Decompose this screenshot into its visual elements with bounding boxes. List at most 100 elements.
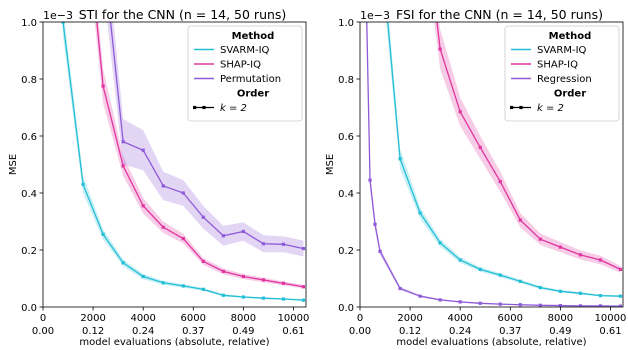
data-point <box>518 218 522 222</box>
legend-item-label: SHAP-IQ <box>537 60 578 71</box>
y-tick-label: 0.0 <box>21 303 37 314</box>
data-point <box>598 258 603 262</box>
legend-item-label: SHAP-IQ <box>220 60 261 71</box>
data-point <box>201 259 205 263</box>
series-band-1 <box>434 22 621 273</box>
data-point <box>281 242 286 246</box>
data-point <box>578 304 583 307</box>
x-tick-label-relative: 0.37 <box>182 326 204 337</box>
data-point <box>201 215 205 219</box>
data-point <box>458 300 462 304</box>
x-axis-label: model evaluations (absolute, relative) <box>79 337 269 346</box>
chart-title: STI for the CNN (n = 14, 50 runs) <box>79 7 287 22</box>
data-point <box>261 242 266 246</box>
chart-title-rest: for the CNN (n = 14, 50 runs) <box>98 7 286 22</box>
data-point <box>618 267 623 271</box>
legend-order-marker <box>193 105 197 110</box>
data-point <box>141 274 145 279</box>
data-point <box>241 229 245 234</box>
series-line-2 <box>366 22 621 307</box>
data-point <box>518 279 522 283</box>
series-line-0 <box>387 22 621 297</box>
legend-heading-method: Method <box>549 31 592 42</box>
data-point <box>578 253 583 257</box>
sci-notation-label: 1e−3 <box>43 9 73 22</box>
data-point <box>161 184 165 188</box>
data-point <box>478 145 482 149</box>
y-tick-label: 0.0 <box>338 303 354 314</box>
data-point <box>221 234 225 238</box>
x-tick-label-relative: 0.61 <box>282 326 304 337</box>
x-tick-label-absolute: 2000 <box>397 313 422 324</box>
data-point <box>161 281 165 285</box>
data-point <box>538 286 542 290</box>
data-point <box>498 302 502 306</box>
y-tick-label: 0.8 <box>21 75 37 86</box>
data-point <box>121 164 125 168</box>
legend-item-label: SVARM-IQ <box>537 45 587 56</box>
data-point <box>438 47 442 51</box>
data-point <box>373 222 377 226</box>
chart-title-rest: for the CNN (n = 14, 50 runs) <box>415 7 603 22</box>
data-point <box>558 303 562 307</box>
x-tick-label-relative: 0.12 <box>82 326 104 337</box>
data-point <box>598 294 603 298</box>
axes-frame <box>359 21 624 308</box>
y-tick-label: 0.4 <box>338 189 354 200</box>
data-point <box>281 281 286 285</box>
data-point <box>458 110 462 114</box>
legend-item-label: SVARM-IQ <box>220 45 270 56</box>
y-tick-label: 0.6 <box>21 132 37 143</box>
data-point <box>418 294 422 298</box>
data-point <box>478 267 482 271</box>
legend-box <box>187 25 303 122</box>
data-point <box>558 289 562 293</box>
y-axis-label: MSE <box>325 154 336 175</box>
x-tick-label-absolute: 4000 <box>130 313 155 324</box>
y-tick-label: 1.0 <box>338 18 354 29</box>
data-point <box>578 291 583 295</box>
x-tick-label-absolute: 2000 <box>80 313 105 324</box>
sci-notation-label: 1e−3 <box>360 9 390 22</box>
data-point <box>61 22 65 24</box>
data-point <box>101 84 105 88</box>
y-tick-label: 0.4 <box>21 189 37 200</box>
y-tick-label: 0.2 <box>21 246 37 257</box>
x-tick-label-relative: 0.24 <box>132 326 154 337</box>
x-tick-label-relative: 0.49 <box>232 326 254 337</box>
x-tick-label-absolute: 0 <box>40 313 46 324</box>
data-point <box>181 284 185 288</box>
legend: Method SVARM-IQ SHAP-IQ Regression Order k = … <box>504 25 620 122</box>
x-tick-label-absolute: 6000 <box>181 313 206 324</box>
x-tick-label-absolute: 6000 <box>498 313 523 324</box>
data-point <box>301 298 306 302</box>
data-point <box>301 246 306 251</box>
x-tick-label-relative: 0.00 <box>349 326 371 337</box>
x-tick-label-absolute: 8000 <box>548 313 573 324</box>
data-point <box>598 304 603 307</box>
x-tick-label-absolute: 4000 <box>447 313 472 324</box>
x-tick-label-relative: 0.61 <box>599 326 621 337</box>
y-tick-label: 0.6 <box>338 132 354 143</box>
legend-order-label: k = 2 <box>537 103 564 114</box>
data-point <box>141 204 145 208</box>
x-tick-label-relative: 0.12 <box>399 326 421 337</box>
data-point <box>478 301 482 305</box>
y-tick-label: 1.0 <box>21 18 37 29</box>
data-point <box>181 191 185 195</box>
legend: Method SVARM-IQ SHAP-IQ Permutation Order k =… <box>187 25 303 122</box>
legend-heading-order: Order <box>554 89 586 100</box>
data-point <box>81 182 85 187</box>
x-axis-label: model evaluations (absolute, relative) <box>396 337 586 346</box>
data-point <box>398 157 402 161</box>
chart-title-prefix: FSI <box>396 7 415 22</box>
chart-panel-2: 1e−3 FSI for the CNN (n = 14, 50 runs) 0.0… <box>325 7 626 348</box>
data-point <box>241 295 245 299</box>
legend-item-label: Permutation <box>220 74 281 85</box>
series-line-2 <box>109 22 304 250</box>
data-point <box>498 180 502 184</box>
data-point <box>221 293 225 297</box>
chart-panel-1: 1e−3 STI for the CNN (n = 14, 50 runs) 0.0… <box>8 7 309 348</box>
data-point <box>141 148 145 152</box>
